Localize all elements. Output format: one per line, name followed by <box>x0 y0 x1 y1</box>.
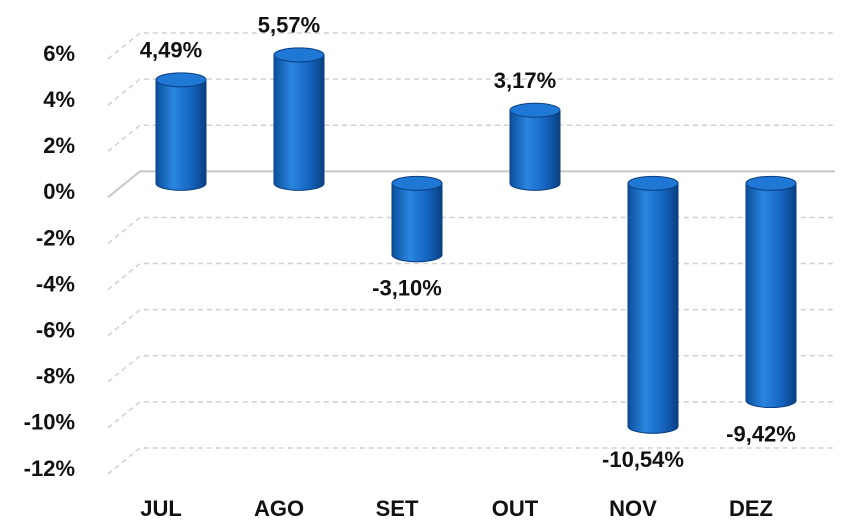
y-tick-label: 4% <box>43 87 75 112</box>
y-tick-label: -6% <box>36 317 75 342</box>
grid-line <box>107 78 835 106</box>
bar <box>391 182 443 263</box>
bar-top <box>509 102 561 118</box>
grid-line <box>107 170 835 199</box>
y-tick-label: -2% <box>36 225 75 250</box>
y-tick-label: -12% <box>24 456 75 481</box>
y-tick-label: -10% <box>24 410 75 435</box>
grid-line <box>107 262 835 291</box>
y-tick-label: -4% <box>36 271 75 296</box>
y-tick-label: 2% <box>43 133 75 158</box>
x-tick-label: AGO <box>254 496 304 521</box>
value-label: -10,54% <box>602 447 684 472</box>
x-tick-label: NOV <box>609 496 657 521</box>
bar <box>627 182 679 434</box>
y-tick-label: 6% <box>43 41 75 66</box>
bar <box>273 54 325 191</box>
bar-top <box>155 72 207 88</box>
grid-line <box>107 308 835 337</box>
value-label: -3,10% <box>372 276 442 301</box>
bar-top <box>745 175 797 191</box>
x-tick-label: DEZ <box>729 496 773 521</box>
value-label: 3,17% <box>494 68 556 93</box>
bar <box>745 182 797 408</box>
value-label: 5,57% <box>258 13 320 38</box>
value-label: 4,49% <box>140 38 202 63</box>
x-tick-label: SET <box>376 496 419 521</box>
y-tick-label: -8% <box>36 364 75 389</box>
grid-line <box>107 32 835 60</box>
value-label: -9,42% <box>726 421 796 446</box>
grid-line <box>107 216 835 245</box>
grid-line <box>107 355 835 383</box>
grid-line <box>107 124 835 152</box>
x-tick-label: JUL <box>140 496 182 521</box>
y-tick-label: 0% <box>43 179 75 204</box>
bar-top <box>391 175 443 191</box>
grid-line <box>107 401 835 429</box>
bar-top <box>627 175 679 191</box>
bar-top <box>273 47 325 63</box>
grid-line <box>107 447 835 475</box>
x-tick-label: OUT <box>492 496 539 521</box>
bar <box>509 109 561 191</box>
bar <box>155 79 207 191</box>
